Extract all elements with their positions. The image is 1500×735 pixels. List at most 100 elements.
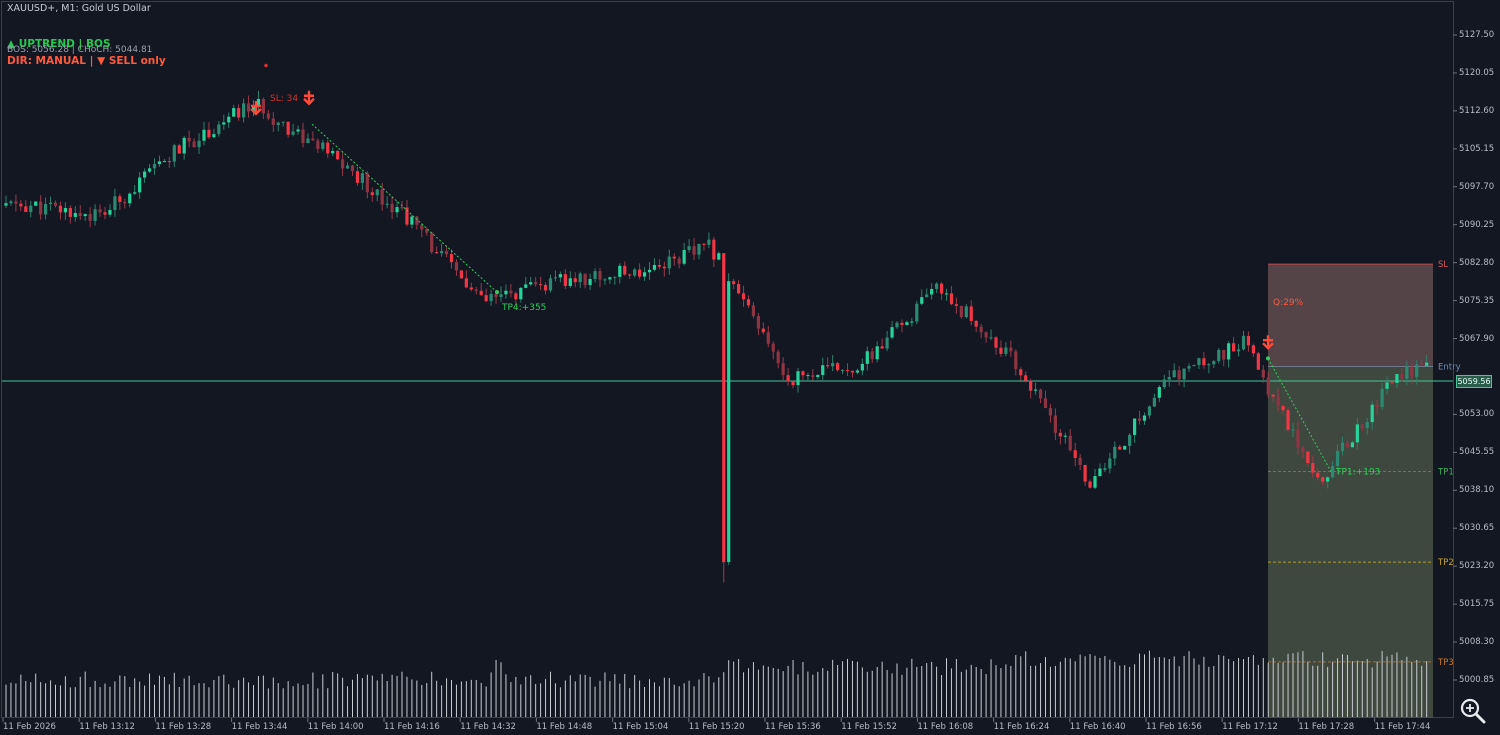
candle-body <box>34 201 38 206</box>
candle-body <box>964 306 968 318</box>
candle-body <box>697 243 701 255</box>
candle-body <box>113 196 117 210</box>
candle-body <box>83 214 87 217</box>
candle-body <box>355 171 360 183</box>
candle-body <box>578 273 582 283</box>
candle-body <box>514 293 518 300</box>
candle-body <box>1311 463 1315 473</box>
candle-body <box>732 281 736 285</box>
candle-body <box>469 287 473 290</box>
candle-body <box>751 305 756 317</box>
candle-body <box>954 304 958 306</box>
candle-body <box>1271 394 1275 397</box>
candle-body <box>1197 358 1201 365</box>
candle-body <box>1192 364 1196 367</box>
candle-body <box>415 216 419 225</box>
candle-body <box>1177 370 1181 380</box>
candle-body <box>875 346 879 360</box>
candle-body <box>1395 374 1399 383</box>
candle-body <box>212 134 216 138</box>
candle-body <box>63 208 67 213</box>
time-axis-label: 11 Feb 13:44 <box>231 722 288 732</box>
price-axis-label: 5127.50 <box>1459 30 1495 40</box>
candle-body <box>885 337 889 349</box>
candle-body <box>573 278 577 283</box>
price-axis-label: 5023.20 <box>1459 561 1495 572</box>
candle-body <box>618 265 622 277</box>
candle-body <box>939 283 944 294</box>
candle-body <box>811 375 815 378</box>
candle-body <box>479 290 483 296</box>
candle-body <box>58 205 63 213</box>
candle-body <box>444 251 449 255</box>
candle-body <box>816 375 820 378</box>
candle-body <box>613 276 617 278</box>
candle-body <box>494 293 498 297</box>
candle-body <box>1281 405 1285 411</box>
entry-zone-label: Entry <box>1438 363 1461 373</box>
candle-body <box>331 150 335 154</box>
candle-body <box>499 294 503 297</box>
candle-body <box>360 173 364 183</box>
candle-body <box>905 322 909 325</box>
candle-body <box>741 293 746 300</box>
candle-body <box>910 321 914 323</box>
candle-body <box>1078 457 1082 465</box>
candle-body <box>1291 429 1295 431</box>
candle-body <box>1365 422 1369 429</box>
time-axis-label: 11 Feb 14:48 <box>536 722 593 732</box>
candle-body <box>915 303 919 322</box>
candle-body <box>1286 410 1290 430</box>
time-axis-label: 11 Feb 17:44 <box>1374 722 1431 732</box>
candle-body <box>350 165 355 172</box>
candle-body <box>880 346 884 349</box>
candle-body <box>1162 379 1166 388</box>
candle-body <box>539 284 543 286</box>
candle-body <box>365 173 369 193</box>
candle-body <box>895 322 899 328</box>
candle-body <box>385 203 389 205</box>
candle-body <box>172 145 176 162</box>
candle-body <box>534 282 538 285</box>
candle-body <box>603 279 607 281</box>
candle-body <box>256 98 261 105</box>
candle-body <box>435 252 439 254</box>
price-axis-label: 5120.05 <box>1459 67 1495 78</box>
time-axis-label: 11 Feb 14:00 <box>307 722 364 732</box>
candle-body <box>821 365 825 376</box>
candle-body <box>563 274 567 287</box>
candle-body <box>484 295 488 302</box>
candle-body <box>920 297 924 304</box>
candle-body <box>900 322 904 325</box>
candle-body <box>103 212 107 215</box>
candle-body <box>118 196 122 202</box>
time-axis-label: 11 Feb 16:40 <box>1069 722 1126 732</box>
candle-body <box>192 141 196 148</box>
price-axis-label: 5112.60 <box>1459 105 1495 116</box>
candle-body <box>321 142 325 149</box>
candle-body <box>187 137 191 142</box>
candle-body <box>1058 432 1062 437</box>
candle-body <box>202 129 206 141</box>
candle-body <box>395 207 399 213</box>
candle-body <box>420 224 424 230</box>
candle-body <box>1043 398 1048 409</box>
time-axis-label: 11 Feb 13:12 <box>79 722 135 732</box>
magnifier-zoom-icon[interactable] <box>1458 696 1488 726</box>
candle-body <box>1088 481 1092 488</box>
candle-body <box>761 328 765 333</box>
candle-body <box>702 243 706 245</box>
candle-body <box>246 103 251 112</box>
candle-body <box>1019 369 1023 376</box>
candle-body <box>167 161 171 163</box>
candle-body <box>454 262 459 271</box>
candle-body <box>1108 458 1112 469</box>
candle-body <box>979 326 983 333</box>
candle-body <box>766 332 770 344</box>
price-axis-label: 5053.00 <box>1459 409 1495 420</box>
candle-body <box>68 208 72 217</box>
tp1-zone-label: TP1 <box>1437 467 1454 477</box>
structure-levels: BOS: 5056.28 | CHoCH: 5044.81 <box>7 45 153 55</box>
